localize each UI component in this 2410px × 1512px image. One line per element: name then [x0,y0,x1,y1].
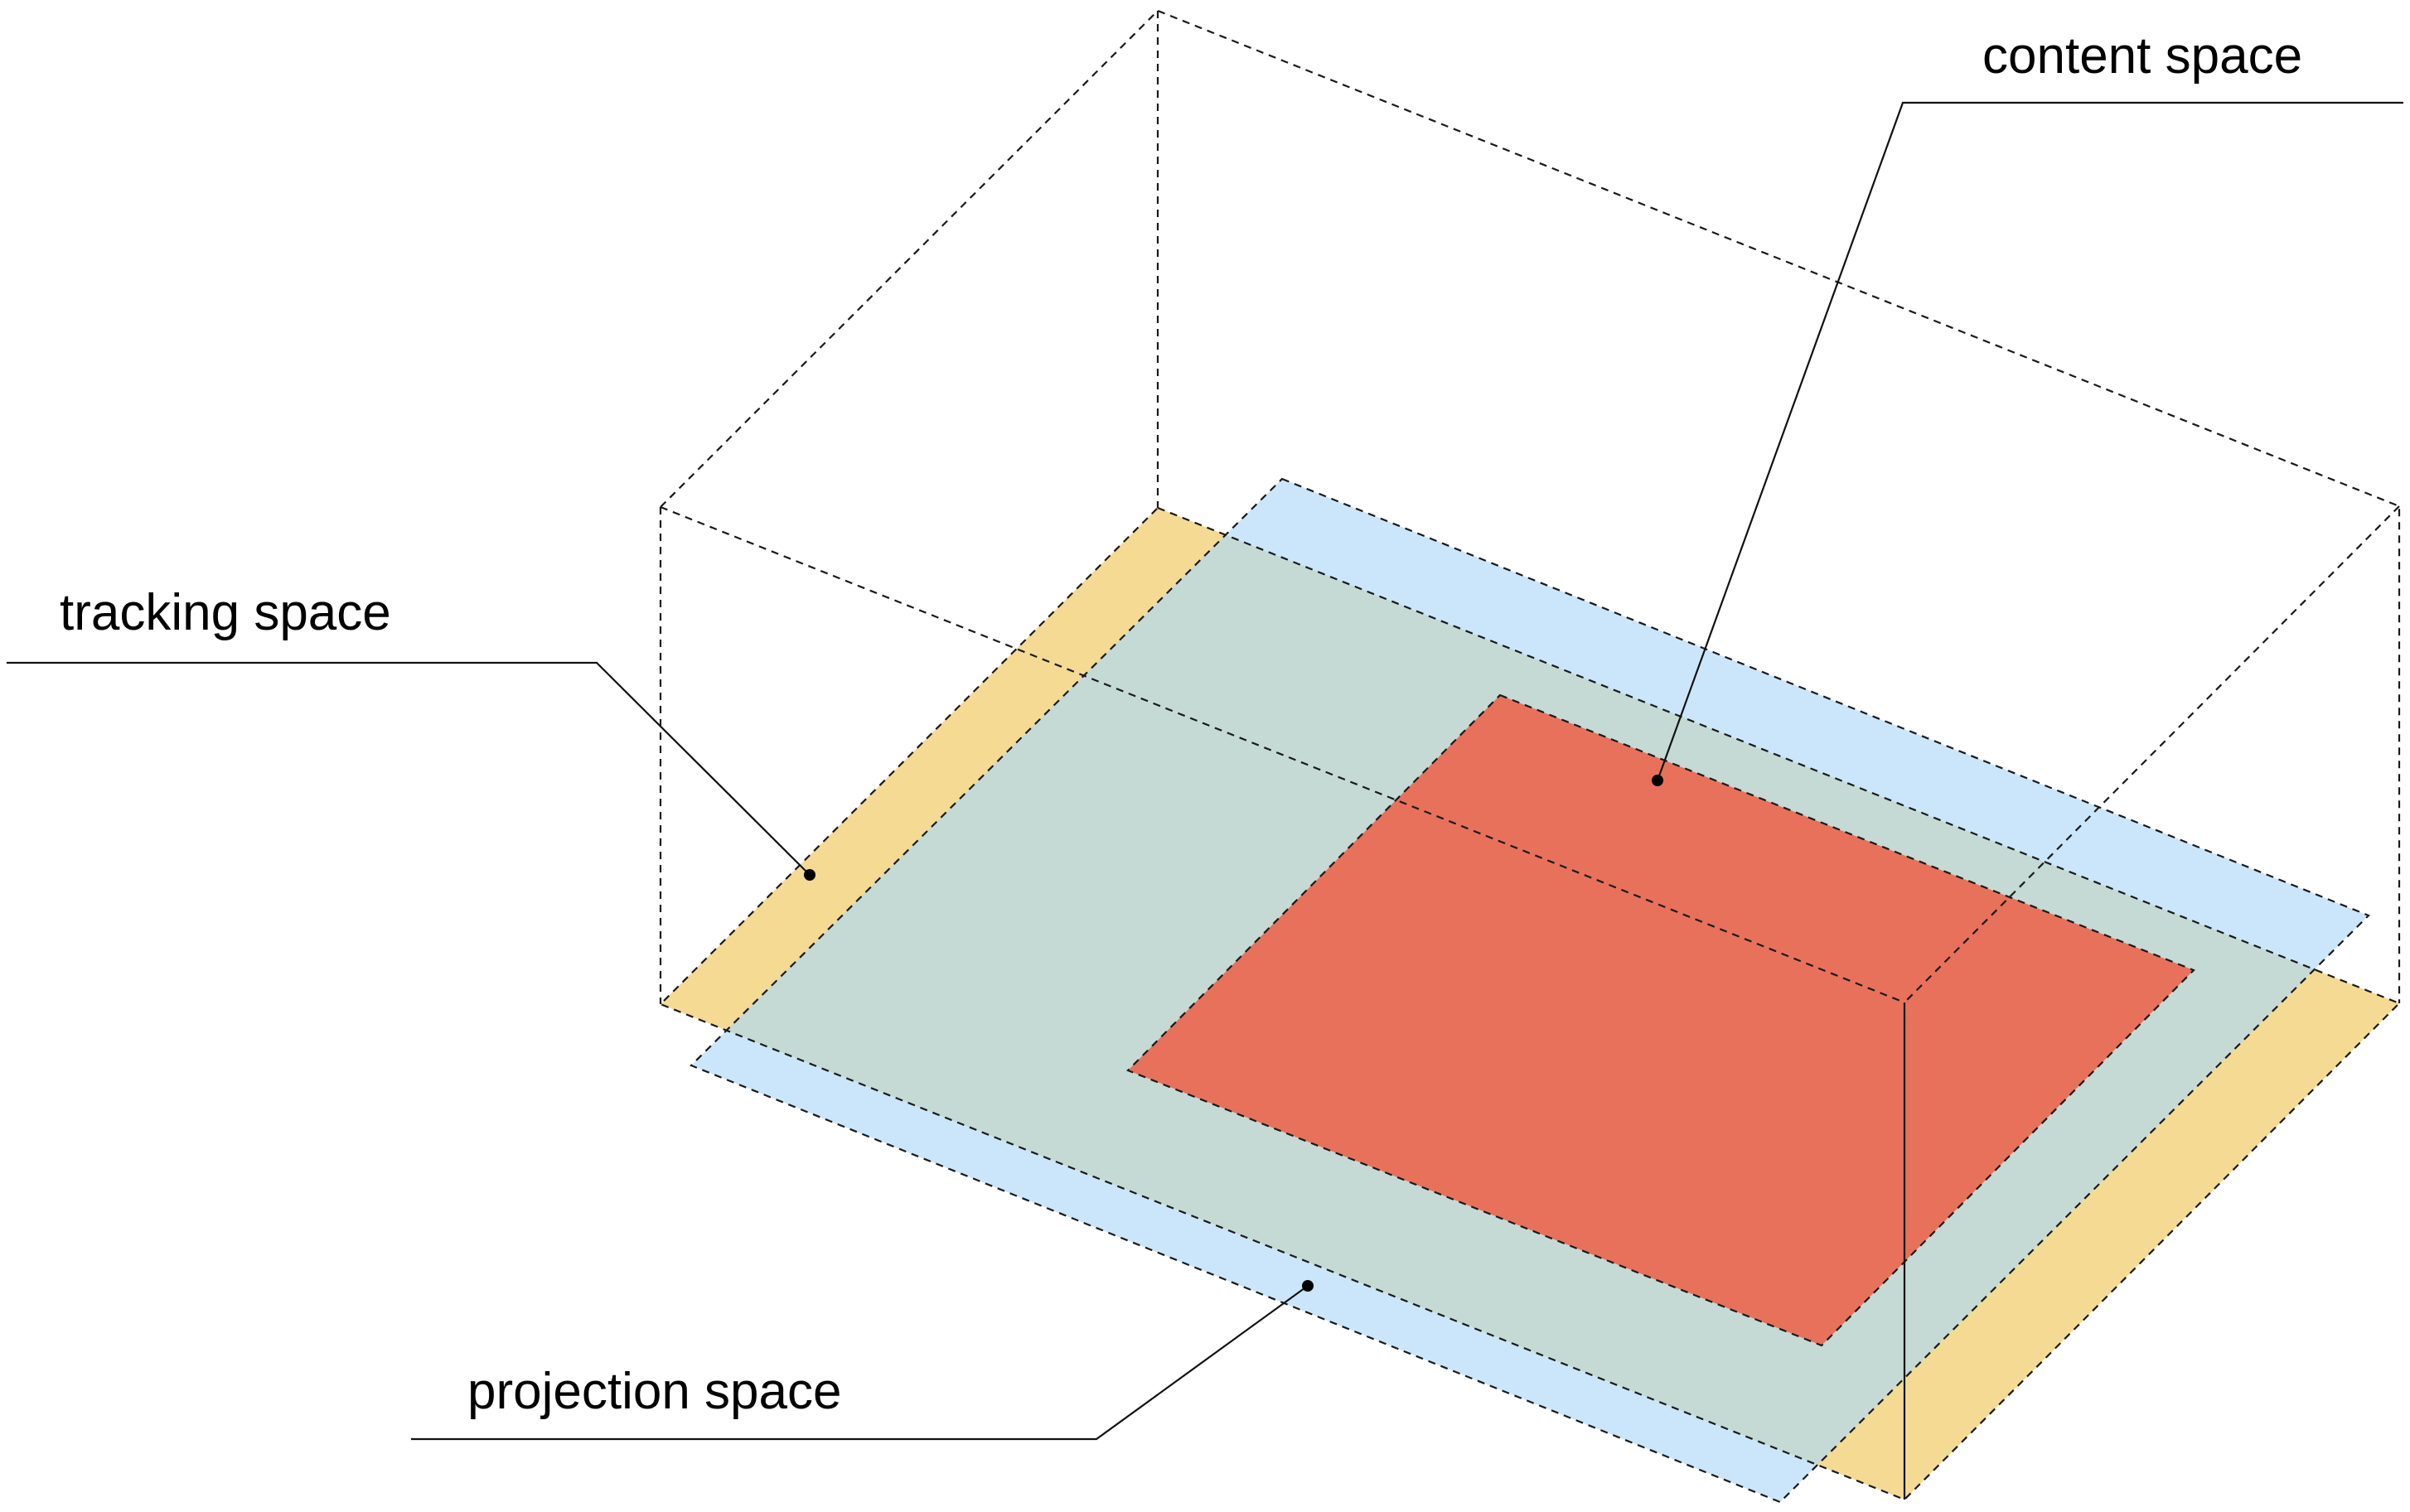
content-space-label: content space [1982,27,2302,85]
projection-space-leader [411,1285,1309,1441]
content-space-dot [1652,775,1663,786]
tracking-space-label: tracking space [60,584,391,641]
projection-space-label: projection space [467,1363,842,1420]
tracking-space-outline [659,506,2401,1501]
content-space-leader [1656,101,2403,781]
projection-space-dot [1302,1280,1314,1292]
tracking-volume-box [659,9,2401,1004]
content-space-plane [1128,695,2194,1345]
tracking-space-leader [7,661,811,876]
tracking-space-dot [804,869,815,881]
content-space-outline [1126,693,2195,1347]
projection-space-outline [690,477,2370,1504]
